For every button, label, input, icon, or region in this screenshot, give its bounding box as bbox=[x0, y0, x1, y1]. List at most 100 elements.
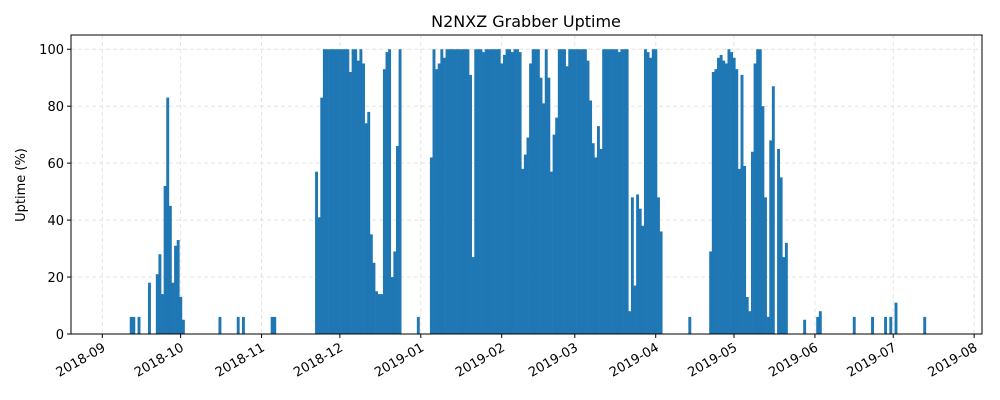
plot-frame bbox=[70, 34, 983, 335]
uptime-bar bbox=[453, 49, 457, 334]
uptime-bar bbox=[612, 49, 616, 334]
uptime-bar bbox=[325, 49, 329, 334]
uptime-bar bbox=[440, 49, 444, 334]
uptime-bar bbox=[649, 57, 653, 335]
uptime-bar bbox=[722, 60, 726, 334]
uptime-bar bbox=[367, 111, 371, 334]
y-axis-label: Uptime (%) bbox=[14, 148, 29, 222]
uptime-bar bbox=[761, 106, 765, 334]
uptime-bar bbox=[607, 49, 611, 334]
uptime-bar bbox=[604, 49, 608, 334]
uptime-bar bbox=[174, 245, 178, 334]
bar-series bbox=[129, 49, 927, 335]
uptime-bar bbox=[458, 49, 462, 334]
uptime-bar bbox=[889, 316, 893, 334]
uptime-bar bbox=[351, 49, 355, 334]
y-tick-label: 100 bbox=[39, 43, 64, 58]
uptime-bar bbox=[714, 69, 718, 335]
uptime-bar bbox=[476, 49, 480, 334]
uptime-bar bbox=[591, 143, 595, 334]
uptime-bar bbox=[894, 302, 898, 334]
uptime-bar bbox=[335, 49, 339, 334]
uptime-bar bbox=[871, 316, 874, 334]
uptime-bar bbox=[359, 49, 363, 334]
uptime-bar bbox=[549, 171, 553, 334]
uptime-bar bbox=[330, 49, 334, 334]
uptime-bar bbox=[432, 49, 436, 334]
uptime-bar bbox=[576, 49, 580, 334]
uptime-bar bbox=[610, 49, 613, 334]
uptime-bar bbox=[884, 316, 888, 334]
uptime-bar bbox=[137, 316, 141, 334]
uptime-bar bbox=[803, 319, 807, 334]
uptime-bar bbox=[516, 49, 519, 334]
y-tick-label: 20 bbox=[47, 271, 64, 286]
uptime-bar bbox=[602, 49, 606, 334]
uptime-bar bbox=[341, 49, 345, 334]
uptime-bar bbox=[450, 49, 454, 334]
uptime-bar bbox=[727, 49, 731, 334]
uptime-bar bbox=[510, 52, 514, 334]
uptime-bar bbox=[719, 54, 723, 334]
uptime-bar bbox=[218, 316, 222, 334]
uptime-bar bbox=[362, 63, 365, 334]
uptime-bar bbox=[129, 316, 133, 334]
uptime-bar bbox=[320, 97, 324, 335]
uptime-bar bbox=[560, 49, 564, 334]
uptime-bar bbox=[573, 49, 577, 334]
uptime-bar bbox=[479, 49, 483, 334]
uptime-bar bbox=[445, 49, 449, 334]
uptime-bar bbox=[471, 257, 475, 334]
uptime-bar bbox=[766, 316, 770, 334]
uptime-bar bbox=[717, 57, 720, 335]
uptime-bar bbox=[544, 49, 548, 334]
uptime-bar bbox=[492, 49, 496, 334]
uptime-bar bbox=[711, 72, 715, 335]
uptime-bar bbox=[570, 49, 574, 334]
uptime-bar bbox=[364, 123, 368, 335]
uptime-bar bbox=[764, 197, 767, 334]
uptime-bar bbox=[782, 257, 786, 334]
uptime-bar bbox=[557, 49, 561, 334]
uptime-bar bbox=[377, 294, 381, 334]
uptime-bar bbox=[348, 72, 352, 335]
uptime-bar bbox=[380, 294, 384, 334]
uptime-bar bbox=[589, 100, 593, 334]
uptime-bar bbox=[322, 49, 326, 334]
uptime-bar bbox=[505, 49, 509, 334]
uptime-bar bbox=[463, 49, 467, 334]
uptime-bar bbox=[489, 49, 493, 334]
uptime-bar bbox=[236, 316, 240, 334]
uptime-bar bbox=[638, 208, 642, 334]
uptime-bar bbox=[625, 49, 629, 334]
uptime-bar bbox=[437, 63, 441, 334]
uptime-bar bbox=[750, 151, 754, 334]
uptime-bar bbox=[596, 126, 600, 334]
uptime-bar bbox=[784, 242, 788, 334]
uptime-bar bbox=[740, 74, 744, 334]
uptime-bar bbox=[852, 316, 856, 334]
uptime-bar bbox=[495, 49, 499, 334]
uptime-bar bbox=[617, 52, 621, 334]
uptime-bar bbox=[581, 49, 585, 334]
uptime-bar bbox=[393, 251, 397, 334]
uptime-bar bbox=[769, 140, 773, 334]
uptime-bar bbox=[375, 291, 379, 334]
uptime-bar bbox=[484, 49, 488, 334]
y-tick-label: 0 bbox=[56, 328, 64, 343]
uptime-bar bbox=[241, 316, 245, 334]
uptime-bar bbox=[521, 168, 525, 334]
uptime-bar bbox=[643, 49, 647, 334]
uptime-bar bbox=[633, 285, 637, 334]
uptime-bar bbox=[578, 49, 582, 334]
y-tick-label: 80 bbox=[47, 100, 64, 115]
uptime-bar bbox=[429, 157, 433, 334]
uptime-bar bbox=[388, 49, 392, 334]
uptime-bar bbox=[176, 240, 180, 334]
uptime-bar bbox=[743, 165, 747, 334]
uptime-bar bbox=[531, 49, 535, 334]
uptime-bar bbox=[356, 60, 360, 334]
uptime-bar bbox=[179, 296, 183, 334]
uptime-bar bbox=[461, 49, 465, 334]
